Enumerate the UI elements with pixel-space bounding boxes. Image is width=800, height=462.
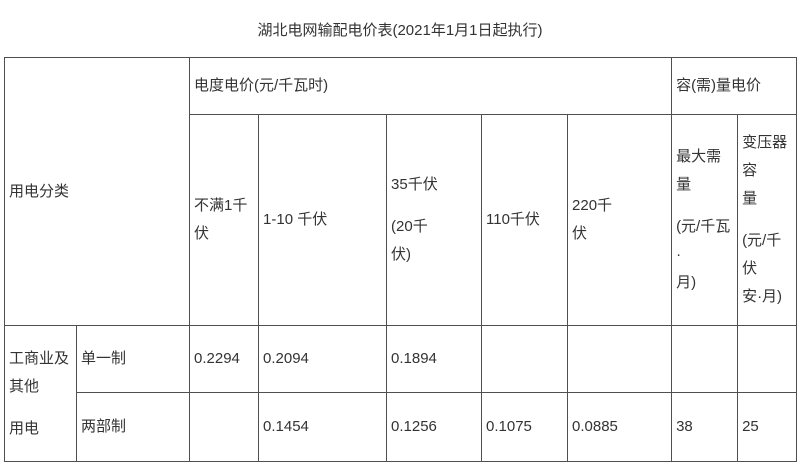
cell-twopart-110kv: 0.1075: [481, 392, 569, 462]
price-table: 用电分类 电度电价(元/千瓦时) 容(需)量电价 不满1千伏 1-10 千伏 3…: [3, 57, 798, 462]
cell-single-35kv: 0.1894: [386, 325, 483, 393]
header-col-35kv-20kv: 35千伏 (20千 伏): [386, 114, 483, 326]
cell-twopart-35kv: 0.1256: [386, 392, 483, 462]
cell-twopart-under-1kv: [189, 392, 260, 462]
cell-single-220kv: [567, 325, 673, 393]
header-col-110kv: 110千伏: [481, 114, 569, 326]
header-capacity-price-group: 容(需)量电价: [671, 57, 798, 115]
cell-twopart-max-demand: 38: [671, 392, 739, 462]
table-row-two-part-system: 两部制 0.1454 0.1256 0.1075 0.0885 38 25: [5, 392, 798, 462]
cell-twopart-220kv: 0.0885: [567, 392, 673, 462]
header-col-max-demand: 最大需量 (元/千瓦· 月): [671, 114, 739, 326]
cell-single-under-1kv: 0.2294: [189, 325, 260, 393]
row-label-two-part-system: 两部制: [75, 392, 191, 462]
row-category-industry-commerce: 工商业及 其他 用电: [4, 325, 77, 462]
header-energy-price-group: 电度电价(元/千瓦时): [189, 57, 673, 115]
header-col-220kv: 220千伏: [567, 114, 673, 326]
header-row-groups: 用电分类 电度电价(元/千瓦时) 容(需)量电价: [3, 57, 798, 326]
cell-single-transformer-capacity: [737, 325, 798, 393]
header-col-under-1kv: 不满1千伏: [189, 114, 260, 326]
header-col-transformer-capacity: 变压器容量 (元/千伏 安·月): [737, 114, 798, 326]
cell-twopart-1-10kv: 0.1454: [258, 392, 388, 462]
cell-twopart-transformer-capacity: 25: [737, 392, 798, 462]
header-col-1-10kv: 1-10 千伏: [258, 114, 388, 326]
cell-single-1-10kv: 0.2094: [258, 325, 388, 393]
header-row-columns: 不满1千伏 1-10 千伏 35千伏 (20千 伏) 110千伏 220千伏 最大需…: [5, 114, 798, 326]
row-label-single-system: 单一制: [75, 325, 191, 393]
cell-single-max-demand: [671, 325, 739, 393]
page-title: 湖北电网输配电价表(2021年1月1日起执行): [257, 22, 543, 39]
cell-single-110kv: [481, 325, 569, 393]
header-usage-category: 用电分类: [3, 57, 191, 326]
table-row-single-system: 工商业及 其他 用电 单一制 0.2294 0.2094 0.1894: [4, 325, 798, 462]
